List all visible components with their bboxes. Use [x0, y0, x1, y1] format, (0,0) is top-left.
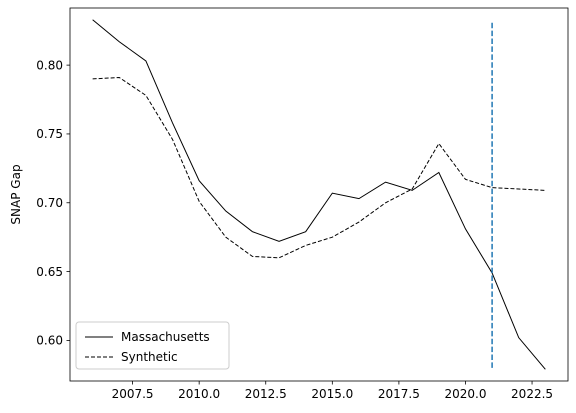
- x-tick-label: 2020.0: [444, 387, 486, 401]
- plot-layer: [92, 19, 546, 370]
- y-tick-label: 0.75: [36, 127, 63, 141]
- y-tick-label: 0.60: [36, 334, 63, 348]
- y-tick-label: 0.65: [36, 265, 63, 279]
- x-tick-label: 2012.5: [245, 387, 287, 401]
- series-line-massachusetts: [92, 19, 546, 370]
- y-tick-label: 0.80: [36, 58, 63, 72]
- legend-box: [75, 321, 230, 370]
- series-line-synthetic: [92, 77, 546, 259]
- x-tick-label: 2007.5: [112, 387, 154, 401]
- x-axis-ticks: 2007.5 2010.0 2012.5 2015.0 2017.5 2020.0 2022…: [112, 381, 553, 401]
- x-tick-label: 2010.0: [178, 387, 220, 401]
- y-tick-label: 0.70: [36, 196, 63, 210]
- legend: Massachusetts Synthetic: [75, 321, 230, 370]
- legend-label-synthetic: Synthetic: [121, 350, 178, 364]
- y-axis-ticks: 0.60 0.65 0.70 0.75 0.80: [36, 58, 70, 348]
- y-axis-label: SNAP Gap: [9, 164, 23, 224]
- x-tick-label: 2022.5: [511, 387, 553, 401]
- x-tick-label: 2015.0: [311, 387, 353, 401]
- legend-label-massachusetts: Massachusetts: [121, 330, 210, 344]
- plot-frame: [69, 7, 569, 382]
- x-tick-label: 2017.5: [378, 387, 420, 401]
